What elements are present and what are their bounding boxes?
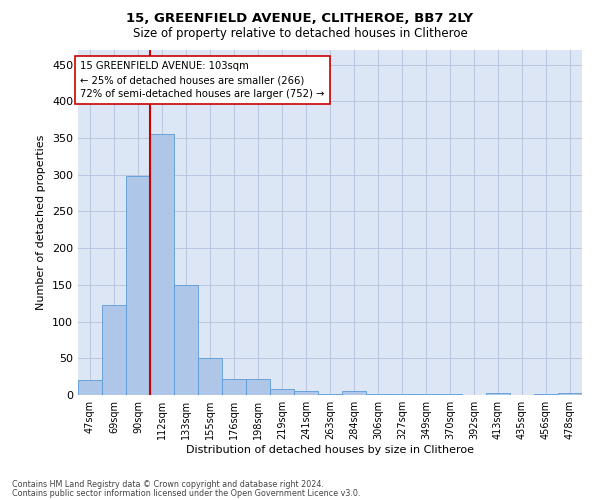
Bar [318, 394, 342, 395]
Bar [126, 176, 150, 395]
Bar [198, 358, 222, 395]
Bar [414, 394, 438, 395]
Text: 15, GREENFIELD AVENUE, CLITHEROE, BB7 2LY: 15, GREENFIELD AVENUE, CLITHEROE, BB7 2L… [127, 12, 473, 26]
Bar [78, 380, 102, 395]
Text: Contains HM Land Registry data © Crown copyright and database right 2024.: Contains HM Land Registry data © Crown c… [12, 480, 324, 489]
Bar [486, 393, 510, 395]
Text: Contains public sector information licensed under the Open Government Licence v3: Contains public sector information licen… [12, 488, 361, 498]
Bar [390, 394, 414, 395]
Bar [438, 394, 462, 395]
Text: 15 GREENFIELD AVENUE: 103sqm
← 25% of detached houses are smaller (266)
72% of s: 15 GREENFIELD AVENUE: 103sqm ← 25% of de… [80, 61, 325, 99]
Bar [342, 392, 366, 395]
Bar [294, 392, 318, 395]
Bar [558, 393, 582, 395]
Bar [366, 394, 390, 395]
X-axis label: Distribution of detached houses by size in Clitheroe: Distribution of detached houses by size … [186, 445, 474, 455]
Bar [246, 379, 270, 395]
Text: Size of property relative to detached houses in Clitheroe: Size of property relative to detached ho… [133, 28, 467, 40]
Bar [150, 134, 174, 395]
Bar [534, 394, 558, 395]
Y-axis label: Number of detached properties: Number of detached properties [37, 135, 46, 310]
Bar [222, 379, 246, 395]
Bar [174, 285, 198, 395]
Bar [102, 306, 126, 395]
Bar [270, 389, 294, 395]
